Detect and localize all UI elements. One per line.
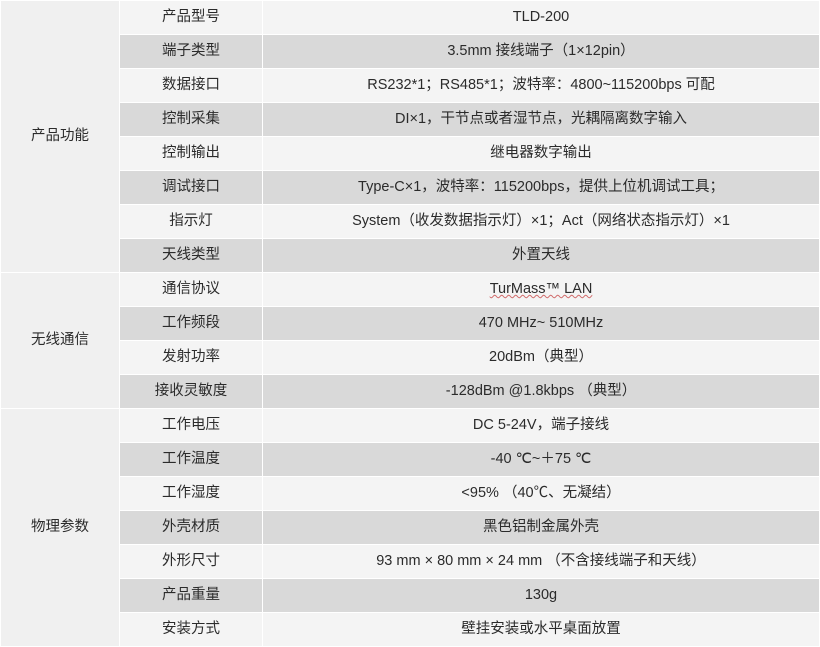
table-row: 无线通信 通信协议 TurMass™ LAN xyxy=(0,272,820,409)
table-row: 工作湿度 <95% （40℃、无凝结） xyxy=(1,476,820,511)
row-value: 黑色铝制金属外壳 xyxy=(262,510,820,545)
table-row: 控制采集 DI×1，干节点或者湿节点，光耦隔离数字输入 xyxy=(1,102,820,137)
row-value: Type-C×1，波特率：115200bps，提供上位机调试工具； xyxy=(262,170,820,205)
row-label: 通信协议 xyxy=(119,272,263,307)
row-label: 产品重量 xyxy=(119,578,263,613)
row-label: 接收灵敏度 xyxy=(119,374,263,409)
group-label: 无线通信 xyxy=(0,272,120,409)
row-label: 安装方式 xyxy=(119,612,263,647)
row-value: TLD-200 xyxy=(262,0,820,35)
group-label: 产品功能 xyxy=(0,0,120,273)
table-row: 调试接口 Type-C×1，波特率：115200bps，提供上位机调试工具； xyxy=(1,170,820,205)
table-row: 数据接口 RS232*1；RS485*1；波特率：4800~115200bps 可… xyxy=(1,68,820,103)
row-label: 发射功率 xyxy=(119,340,263,375)
row-value: 壁挂安装或水平桌面放置 xyxy=(262,612,820,647)
table-row: 产品重量 130g xyxy=(1,578,820,613)
row-label: 指示灯 xyxy=(119,204,263,239)
table-row: 外形尺寸 93 mm × 80 mm × 24 mm （不含接线端子和天线） xyxy=(1,544,820,579)
row-label: 数据接口 xyxy=(119,68,263,103)
row-label: 控制采集 xyxy=(119,102,263,137)
row-value: 20dBm（典型） xyxy=(262,340,820,375)
row-value: 130g xyxy=(262,578,820,613)
table-row: 接收灵敏度 -128dBm @1.8kbps （典型） xyxy=(1,374,820,409)
row-label: 工作温度 xyxy=(119,442,263,477)
row-label: 控制输出 xyxy=(119,136,263,171)
row-value: -128dBm @1.8kbps （典型） xyxy=(262,374,820,409)
table-row: 端子类型 3.5mm 接线端子（1×12pin） xyxy=(1,34,820,69)
table-row: 安装方式 壁挂安装或水平桌面放置 xyxy=(1,612,820,647)
table-row: 工作温度 -40 ℃~＋75 ℃ xyxy=(1,442,820,477)
row-label: 工作湿度 xyxy=(119,476,263,511)
row-value: <95% （40℃、无凝结） xyxy=(262,476,820,511)
row-value: DI×1，干节点或者湿节点，光耦隔离数字输入 xyxy=(262,102,820,137)
row-label: 外形尺寸 xyxy=(119,544,263,579)
table-row: 物理参数 工作电压 DC 5-24V，端子接线 xyxy=(0,408,820,647)
row-value-text: TurMass™ LAN xyxy=(489,280,593,297)
row-label: 调试接口 xyxy=(119,170,263,205)
row-label: 工作电压 xyxy=(119,408,263,443)
row-value: DC 5-24V，端子接线 xyxy=(262,408,820,443)
row-value: 93 mm × 80 mm × 24 mm （不含接线端子和天线） xyxy=(262,544,820,579)
row-value: RS232*1；RS485*1；波特率：4800~115200bps 可配 xyxy=(262,68,820,103)
row-value: 470 MHz~ 510MHz xyxy=(262,306,820,341)
table-row: 发射功率 20dBm（典型） xyxy=(1,340,820,375)
row-value: 继电器数字输出 xyxy=(262,136,820,171)
row-value: 3.5mm 接线端子（1×12pin） xyxy=(262,34,820,69)
row-value: -40 ℃~＋75 ℃ xyxy=(262,442,820,477)
table-row: 外壳材质 黑色铝制金属外壳 xyxy=(1,510,820,545)
table-row: 指示灯 System（收发数据指示灯）×1；Act（网络状态指示灯）×1 xyxy=(1,204,820,239)
table-row: 天线类型 外置天线 xyxy=(1,238,820,273)
table-row: 工作频段 470 MHz~ 510MHz xyxy=(1,306,820,341)
group-label: 物理参数 xyxy=(0,408,120,647)
table-row: 产品功能 产品型号 TLD-200 xyxy=(0,0,820,273)
row-label: 产品型号 xyxy=(119,0,263,35)
row-value: 外置天线 xyxy=(262,238,820,273)
row-label: 天线类型 xyxy=(119,238,263,273)
row-value: System（收发数据指示灯）×1；Act（网络状态指示灯）×1 xyxy=(262,204,820,239)
row-label: 外壳材质 xyxy=(119,510,263,545)
table-row: 控制输出 继电器数字输出 xyxy=(1,136,820,171)
row-label: 端子类型 xyxy=(119,34,263,69)
row-value: TurMass™ LAN xyxy=(262,272,820,307)
row-label: 工作频段 xyxy=(119,306,263,341)
